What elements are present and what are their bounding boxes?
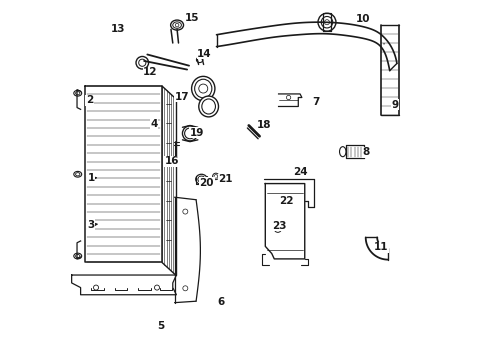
- Text: 10: 10: [356, 14, 370, 24]
- Text: 23: 23: [272, 221, 286, 231]
- Ellipse shape: [74, 171, 81, 177]
- Ellipse shape: [198, 96, 218, 117]
- Text: 11: 11: [373, 242, 388, 252]
- Ellipse shape: [182, 126, 197, 141]
- Text: 9: 9: [391, 100, 398, 110]
- Text: 8: 8: [362, 147, 369, 157]
- Text: 19: 19: [189, 128, 204, 138]
- Text: 14: 14: [197, 49, 211, 59]
- Text: 17: 17: [174, 92, 189, 102]
- Text: 1: 1: [87, 173, 95, 183]
- Text: 21: 21: [218, 174, 233, 184]
- Circle shape: [317, 13, 335, 31]
- Text: 4: 4: [150, 120, 158, 129]
- Ellipse shape: [74, 253, 81, 259]
- Text: 12: 12: [143, 67, 158, 77]
- Text: 22: 22: [279, 196, 293, 206]
- Ellipse shape: [74, 90, 81, 96]
- Text: 6: 6: [217, 297, 224, 307]
- Text: 2: 2: [86, 95, 93, 105]
- Ellipse shape: [195, 174, 207, 184]
- Text: 15: 15: [185, 13, 199, 23]
- Text: 5: 5: [157, 321, 164, 331]
- Ellipse shape: [136, 57, 148, 69]
- Text: 24: 24: [292, 167, 307, 177]
- Text: 3: 3: [87, 220, 95, 230]
- Ellipse shape: [339, 147, 346, 157]
- Text: 20: 20: [199, 178, 214, 188]
- Text: 13: 13: [111, 24, 125, 35]
- Text: 16: 16: [164, 156, 179, 166]
- Ellipse shape: [170, 20, 183, 30]
- Ellipse shape: [191, 76, 214, 101]
- Ellipse shape: [180, 93, 188, 100]
- Text: 7: 7: [312, 97, 319, 107]
- Text: 18: 18: [257, 121, 271, 130]
